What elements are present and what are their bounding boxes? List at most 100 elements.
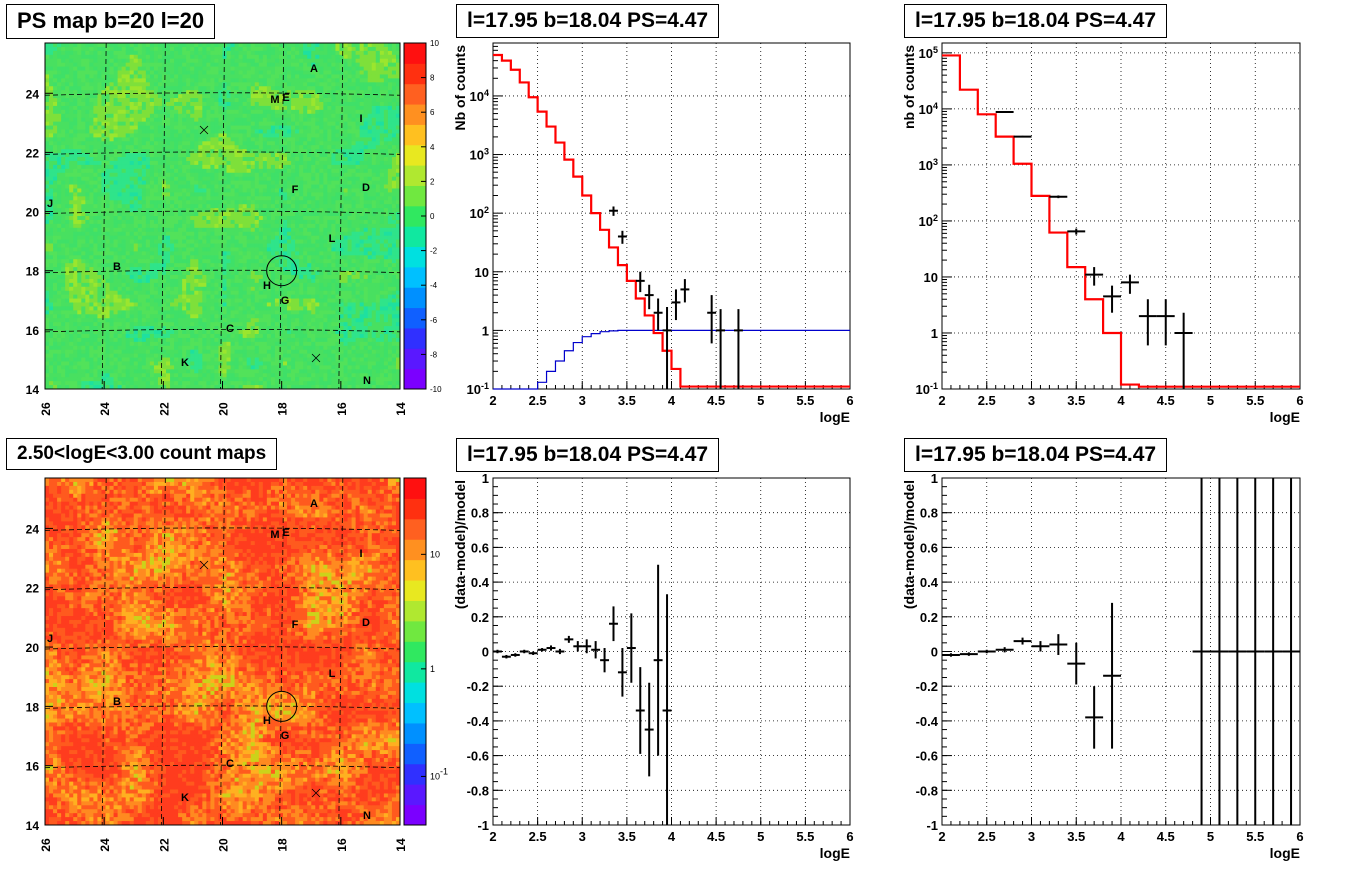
map-pixel [85,223,90,229]
map-pixel [85,290,90,296]
map-pixel [125,43,131,48]
map-pixel [137,357,143,362]
map-pixel [77,227,82,233]
map-pixel [69,223,74,229]
map-pixel [198,219,203,225]
map-pixel [145,377,151,382]
map-pixel [53,176,58,182]
map-pixel [145,86,151,91]
map-pixel [149,322,155,327]
map-pixel [141,46,147,52]
map-pixel [49,259,54,264]
map-pixel [210,101,215,107]
map-pixel [113,74,119,79]
map-pixel [226,349,231,355]
map-pixel [238,353,244,358]
map-pixel [81,271,86,276]
map-pixel [157,109,163,115]
map-pixel [198,208,203,213]
map-pixel [230,294,236,299]
map-pixel [226,369,231,374]
map-pixel [166,66,171,71]
map-pixel [206,223,211,229]
map-pixel [129,219,135,225]
map-pixel [153,267,159,272]
map-pixel [194,219,199,225]
map-pixel [133,204,139,209]
map-pixel [153,298,159,303]
map-pixel [230,145,236,150]
map-pixel [97,46,102,52]
map-pixel [149,82,155,87]
map-pixel [226,109,231,115]
map-pixel [182,298,187,303]
map-pixel [113,314,119,319]
map-pixel [89,306,94,311]
map-pixel [186,204,191,209]
map-pixel [170,66,175,71]
map-pixel [89,54,94,60]
map-pixel [81,90,86,95]
map-pixel [190,302,195,307]
map-pixel [81,164,86,170]
map-pixel [190,259,195,264]
map-pixel [230,168,236,174]
map-pixel [178,94,183,99]
map-pixel [85,149,90,154]
map-pixel [218,54,223,60]
map-pixel [89,290,94,296]
map-pixel [93,286,98,292]
map-pixel [77,369,82,374]
map-pixel [157,219,163,225]
map-pixel [125,54,131,60]
map-pixel [113,251,119,256]
map-pixel [85,259,90,264]
map-pixel [53,235,58,240]
map-pixel [166,94,171,99]
map-pixel [206,109,211,115]
map-pixel [182,121,187,126]
map-pixel [53,306,58,311]
map-pixel [101,172,106,178]
map-pixel [194,310,199,315]
map-pixel [190,365,195,370]
map-pixel [194,373,199,378]
map-pixel [238,216,244,221]
map-pixel [121,105,127,111]
map-pixel [238,271,244,276]
map-pixel [73,141,78,146]
map-pixel [101,109,106,115]
map-pixel [230,318,236,323]
map-pixel [93,90,98,95]
map-pixel [153,239,159,244]
map-pixel [210,239,215,244]
map-pixel [186,263,191,268]
map-pixel [210,66,215,71]
map-pixel [238,101,244,107]
map-pixel [113,82,119,87]
map-pixel [45,385,50,390]
map-pixel [214,208,219,213]
map-pixel [121,78,127,83]
x-tick-label: 5.5 [1246,393,1264,408]
map-pixel [81,361,86,366]
map-pixel [45,353,50,358]
map-pixel [65,117,70,123]
map-pixel [166,227,171,233]
map-pixel [125,326,131,331]
map-pixel [93,46,98,52]
map-pixel [45,255,50,260]
map-pixel [210,105,215,111]
map-pixel [113,43,119,48]
map-pixel [117,137,123,142]
map-pixel [105,172,110,178]
map-pixel [137,164,143,170]
map-pixel [141,282,147,288]
map-pixel [153,101,159,107]
map-pixel [109,172,114,178]
map-pixel [97,259,102,264]
map-pixel [73,157,78,162]
map-pixel [157,188,163,193]
map-pixel [210,58,215,64]
map-pixel [129,290,135,296]
